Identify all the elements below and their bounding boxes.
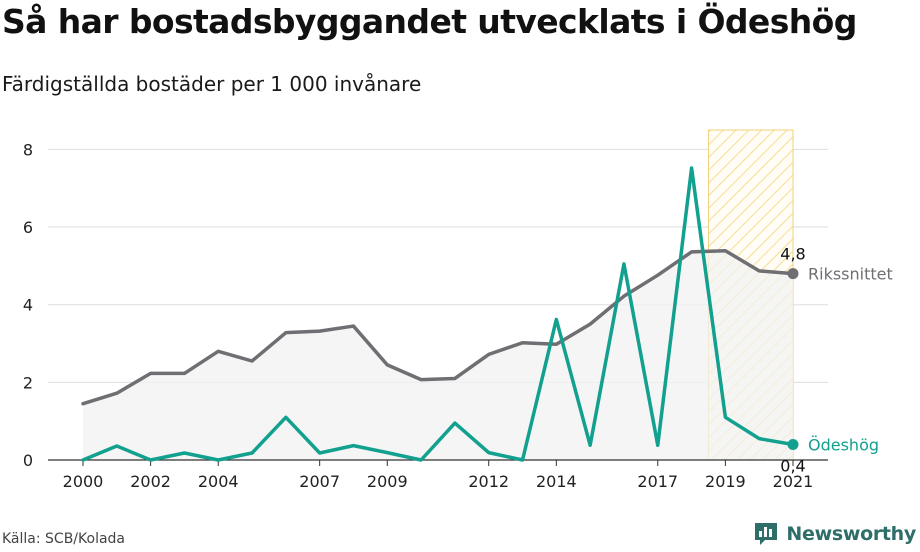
series-line-rikssnittet xyxy=(81,248,795,406)
chart-subtitle: Färdigställda bostäder per 1 000 invånar… xyxy=(2,72,422,96)
chart-labels: 0 2 4 6 8 2000 2002 2004 2007 2009 2012 2014 2017 201… xyxy=(23,140,893,491)
x-tick-label: 2019 xyxy=(705,472,746,491)
series-line-odeshog xyxy=(81,166,795,462)
rikssnittet-end-point xyxy=(787,268,799,280)
brand-name: Newsworthy xyxy=(786,523,916,545)
x-tick-label: 2014 xyxy=(536,472,577,491)
x-tick-label: 2000 xyxy=(63,472,104,491)
bar-chart-speech-bubble-icon xyxy=(755,523,778,545)
x-tick-label: 2009 xyxy=(367,472,408,491)
y-tick-label: 2 xyxy=(23,373,33,392)
rikssnittet-value-label: 4,8 xyxy=(780,245,805,264)
odeshog-end-point xyxy=(787,438,799,450)
area-layer xyxy=(83,250,793,460)
y-tick-label: 8 xyxy=(23,140,33,159)
axis-layer xyxy=(48,459,828,466)
x-tick-label: 2021 xyxy=(773,472,814,491)
odeshog-series-label: Ödeshög xyxy=(808,435,879,454)
chart-title: Så har bostadsbyggandet utvecklats i Öde… xyxy=(2,2,857,41)
brand-logo: Newsworthy xyxy=(752,520,916,548)
x-tick-label: 2007 xyxy=(299,472,340,491)
series-lines xyxy=(81,166,795,462)
line-chart: 0 2 4 6 8 2000 2002 2004 2007 2009 2012 2014 2017 201… xyxy=(23,129,893,491)
y-tick-label: 0 xyxy=(23,451,33,470)
x-tick-label: 2002 xyxy=(130,472,171,491)
y-tick-label: 4 xyxy=(23,296,33,315)
end-points xyxy=(787,268,799,450)
rikssnittet-series-label: Rikssnittet xyxy=(808,265,893,284)
y-tick-label: 6 xyxy=(23,218,33,237)
x-tick-label: 2017 xyxy=(637,472,678,491)
x-tick-label: 2012 xyxy=(468,472,509,491)
x-tick-label: 2004 xyxy=(198,472,239,491)
source-note: Källa: SCB/Kolada xyxy=(2,531,126,547)
rikssnitt-area xyxy=(83,250,793,460)
odeshog-value-label: 0,4 xyxy=(780,456,805,475)
